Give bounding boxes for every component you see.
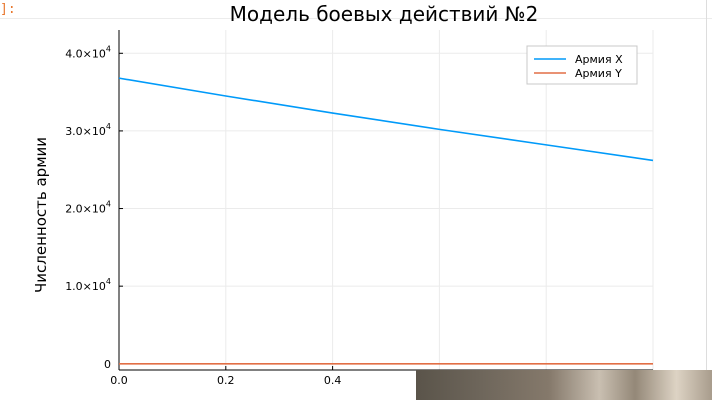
chart-title: Модель боевых действий №2 [230,2,539,26]
y-tick-label-1: 1.0×104 [65,277,111,293]
cell-top-border [0,18,712,19]
y-tick-label-0: 0 [104,358,111,371]
tick-labels: 0 1.0×104 2.0×104 3.0×104 4.0×104 0.0 0.2 0.4 [65,44,341,387]
y-tick-label-2: 2.0×104 [65,200,111,216]
cell-right-border [706,0,707,370]
cell-prompt-marker: ]: [0,2,16,17]
y-tick-label-4: 4.0×104 [65,44,111,60]
x-tick-label-2: 0.4 [324,374,342,387]
series-lines [118,77,654,365]
y-tick-label-3: 3.0×104 [65,122,111,138]
x-tick-label-0: 0.0 [110,374,128,387]
legend-label-1: Армия Y [575,67,622,80]
overlapping-photo-strip [416,370,712,400]
series-line-army-x [118,77,654,162]
x-tick-label-1: 0.2 [217,374,235,387]
legend-label-0: Армия X [575,53,623,66]
y-axis-label: Численность армии [32,137,50,293]
legend-box [526,45,638,85]
